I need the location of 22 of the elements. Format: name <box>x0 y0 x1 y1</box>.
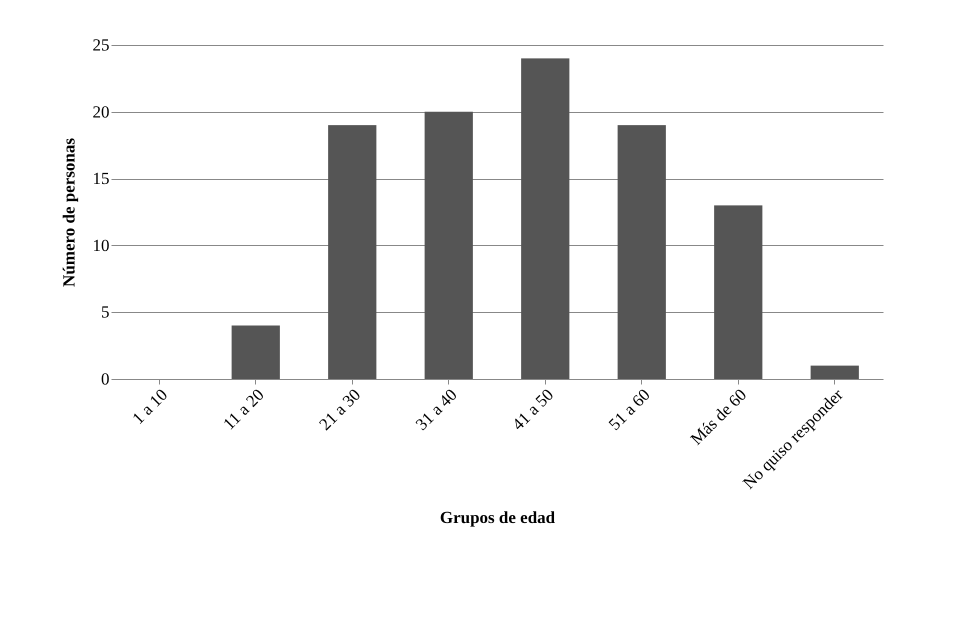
y-tick-label: 10 <box>92 236 110 255</box>
bar <box>424 112 473 379</box>
x-tick-label: 11 a 20 <box>219 385 268 434</box>
bar <box>521 58 570 379</box>
y-tick-label: 25 <box>92 36 110 54</box>
x-tick-label: 21 a 30 <box>315 385 364 434</box>
y-axis-title: Número de personas <box>60 138 78 287</box>
x-tick-label: 1 a 10 <box>128 385 172 428</box>
x-tick-label: 51 a 60 <box>604 385 654 434</box>
y-tick-label: 20 <box>92 102 110 122</box>
bar <box>810 366 859 379</box>
x-tick-label: 41 a 50 <box>508 385 558 434</box>
x-axis-title: Grupos de edad <box>440 508 556 527</box>
bar <box>618 125 666 379</box>
bar <box>328 125 376 379</box>
bar <box>714 205 762 379</box>
x-tick-label: Más de 60 <box>686 385 750 449</box>
y-tick-label: 0 <box>101 370 110 388</box>
y-tick-label: 5 <box>101 302 110 322</box>
y-tick-label: 15 <box>92 169 110 188</box>
bar <box>232 326 280 379</box>
x-tick-label: 31 a 40 <box>412 385 461 434</box>
